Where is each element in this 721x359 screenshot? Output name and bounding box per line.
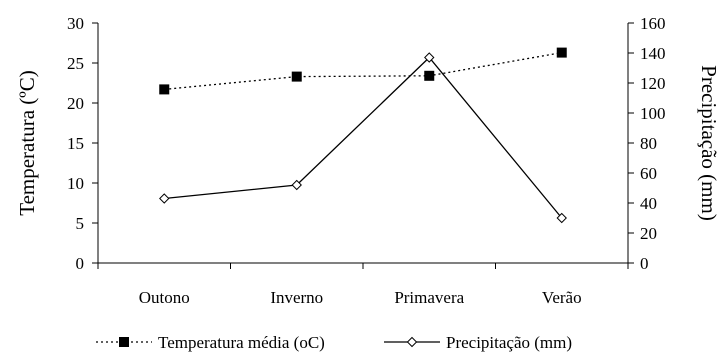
legend-item-temperatura: Temperatura média (oC) — [96, 333, 325, 352]
left-y-axis-ticks: 0 5 10 15 20 25 30 — [67, 14, 98, 273]
legend-label-temperatura: Temperatura média (oC) — [158, 333, 325, 352]
series-1-point-0 — [159, 193, 170, 204]
right-y-axis-ticks: 0 20 40 60 80 100 120 140 160 — [628, 14, 666, 273]
series-0-point-0 — [159, 84, 170, 95]
series-0-point-1 — [291, 71, 302, 82]
left-y-tick-label-10: 10 — [67, 174, 84, 193]
left-y-tick-label-25: 25 — [67, 54, 84, 73]
series-0-point-3 — [556, 47, 567, 58]
series-1-point-3 — [556, 212, 567, 224]
right-y-tick-label-120: 120 — [640, 74, 666, 93]
x-tick-label-0: Outono — [139, 288, 190, 307]
right-y-tick-label-100: 100 — [640, 104, 666, 123]
right-y-tick-label-60: 60 — [640, 164, 657, 183]
right-y-tick-label-20: 20 — [640, 224, 657, 243]
left-y-tick-label-5: 5 — [76, 214, 85, 233]
right-y-axis-title: Precipitação (mm) — [697, 65, 721, 221]
series-line-1 — [164, 56, 563, 219]
legend: Temperatura média (oC) Precipitação (mm) — [96, 333, 572, 352]
x-tick-label-2: Primavera — [394, 288, 464, 307]
left-y-tick-label-0: 0 — [76, 254, 85, 273]
plot-area: 0 5 10 15 20 25 30 0 20 40 60 80 100 120 140 160 Outon… — [67, 14, 666, 307]
series-0-point-2 — [424, 70, 435, 81]
left-y-axis-title: Temperatura (ºC) — [15, 70, 39, 216]
series-line-0 — [164, 51, 562, 91]
legend-swatch-temperatura-marker — [119, 337, 129, 347]
x-axis-ticks: Outono Inverno Primavera Verão — [97, 263, 629, 307]
right-y-tick-label-80: 80 — [640, 134, 657, 153]
left-y-tick-label-15: 15 — [67, 134, 84, 153]
x-tick-label-1: Inverno — [270, 288, 323, 307]
right-y-tick-label-40: 40 — [640, 194, 657, 213]
legend-label-precipitacao: Precipitação (mm) — [446, 333, 572, 352]
series-1-point-2 — [424, 52, 435, 63]
right-y-tick-label-0: 0 — [640, 254, 649, 273]
right-y-tick-label-140: 140 — [640, 44, 666, 63]
legend-item-precipitacao: Precipitação (mm) — [384, 333, 572, 352]
left-y-tick-label-30: 30 — [67, 14, 84, 33]
legend-swatch-precipitacao-marker — [406, 336, 418, 348]
left-y-tick-label-20: 20 — [67, 94, 84, 113]
right-y-tick-label-160: 160 — [640, 14, 666, 33]
series-1-point-1 — [291, 179, 302, 191]
x-tick-label-3: Verão — [542, 288, 582, 307]
series-layer — [159, 47, 567, 224]
